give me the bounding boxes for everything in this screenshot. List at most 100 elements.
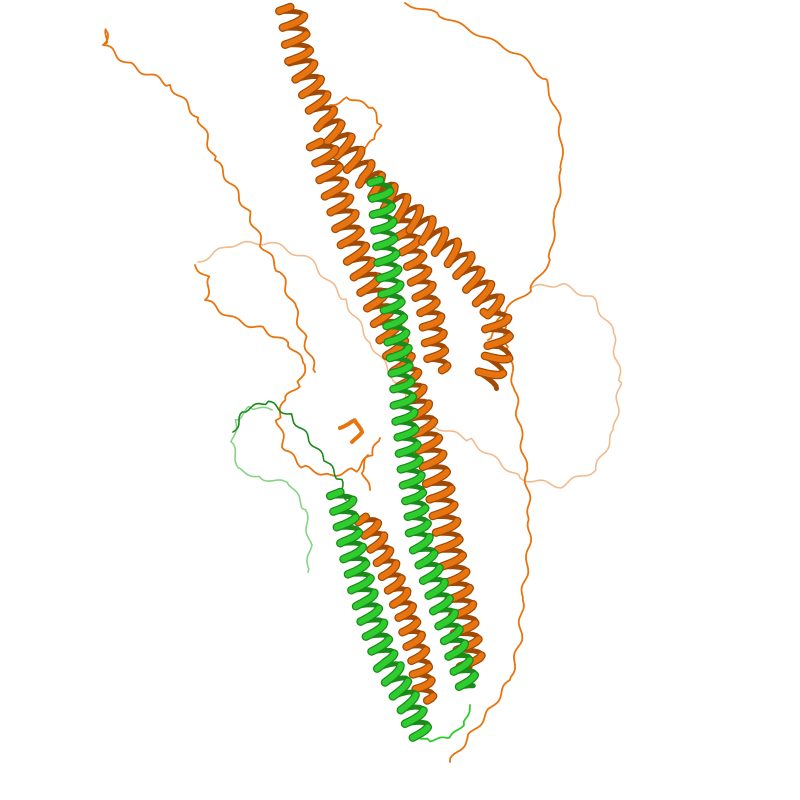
helix-strand [450, 657, 473, 675]
helix-strand [404, 252, 427, 270]
helix-strand [473, 281, 495, 307]
helix-strand [424, 347, 448, 362]
helix-strand [356, 160, 375, 188]
helix-strand [321, 179, 348, 200]
loop-green-bottom [413, 704, 471, 743]
helix-strand [386, 345, 412, 362]
loop-top-right [404, 2, 564, 341]
helix-strand [376, 266, 402, 282]
helix-strand [482, 352, 513, 363]
loop-faint-orange [197, 240, 623, 489]
helix-strand [390, 393, 416, 409]
loop-n-terminal [102, 28, 316, 373]
helix-strand [344, 243, 369, 265]
helix-strand [373, 547, 394, 566]
loop-left [194, 264, 381, 477]
helix-strand [344, 560, 370, 578]
helix-strand [369, 203, 395, 218]
helix-strand [385, 575, 405, 594]
helix-strand [415, 435, 442, 454]
helix-strand [432, 227, 449, 256]
helix-strand [444, 238, 461, 267]
helix-strand [378, 281, 404, 298]
helix-strand [426, 485, 455, 503]
helix-strand [340, 544, 366, 563]
loop-top-small [329, 96, 383, 151]
helix-strand [402, 707, 427, 727]
helix-strand [409, 664, 432, 678]
helix-strand [357, 605, 382, 625]
loop-green-upper [232, 400, 347, 501]
helix-strand [369, 188, 394, 202]
helix-strand [404, 505, 429, 520]
helix-strand [422, 330, 447, 347]
helix-strand [384, 329, 410, 346]
helix-strand [279, 13, 308, 31]
helix-strand [390, 378, 415, 393]
helix-strand [397, 457, 423, 473]
helix-strand [419, 216, 436, 245]
helix-strand [395, 441, 421, 457]
helix-strand [415, 550, 438, 569]
helix-strand [408, 647, 429, 664]
helix-strand [393, 194, 411, 223]
helix-strand [382, 662, 404, 686]
helix-strand [412, 282, 436, 301]
helix-strand [419, 313, 445, 331]
helix-strand [367, 177, 384, 186]
helix-strand [285, 47, 313, 65]
helix-strand [423, 469, 450, 487]
helix-strand [353, 589, 378, 610]
helix-strand [482, 315, 512, 333]
helix-strand [314, 106, 337, 132]
helix-strand [380, 299, 405, 314]
helix-strand [419, 450, 447, 470]
helix-strand [397, 692, 419, 714]
helix-green-lower [325, 487, 433, 742]
loop-faint-green [230, 405, 313, 573]
helix-strand [399, 236, 422, 256]
helix-strand [399, 619, 421, 636]
helix-strand [395, 603, 416, 621]
helix-strand [475, 368, 506, 378]
helix-strand [403, 632, 425, 650]
loop-stub [338, 418, 365, 444]
helix-strand [389, 678, 411, 700]
helix-strand [406, 520, 431, 537]
helix-strand [388, 363, 413, 377]
helix-strand [276, 4, 294, 15]
helix-strand [337, 529, 362, 547]
helix-strand [333, 514, 359, 531]
helix-strand [312, 146, 339, 167]
helix-strand [445, 640, 468, 660]
helix-strand [307, 138, 324, 151]
helix-strand [390, 588, 411, 608]
helix-strand [456, 672, 478, 690]
helix-strand [327, 194, 354, 216]
helix-strand [392, 409, 418, 425]
helix-strand [430, 595, 453, 615]
helix-strand [332, 210, 359, 232]
helix-strand [373, 235, 398, 250]
helix-strand [383, 314, 407, 330]
helix-strand [420, 564, 443, 584]
helix-green-long [366, 175, 480, 691]
foreground-loops [102, 2, 564, 763]
helix-strand [330, 496, 357, 515]
helix-strand [433, 518, 461, 536]
helix-strand [282, 31, 310, 48]
helix-strand [337, 228, 364, 248]
helix-strand [410, 534, 433, 554]
helix-strand [355, 513, 369, 526]
helix-strand [305, 91, 331, 114]
helix-orange-long-upper [275, 2, 514, 391]
helix-strand [299, 76, 324, 98]
helix-strand [441, 626, 463, 644]
helix-strand [374, 650, 398, 672]
helix-strand [344, 147, 365, 173]
helix-orange-lower-left [354, 512, 438, 705]
helix-strand [406, 205, 423, 234]
helix-strand [348, 575, 374, 594]
helix-strand [361, 520, 381, 539]
